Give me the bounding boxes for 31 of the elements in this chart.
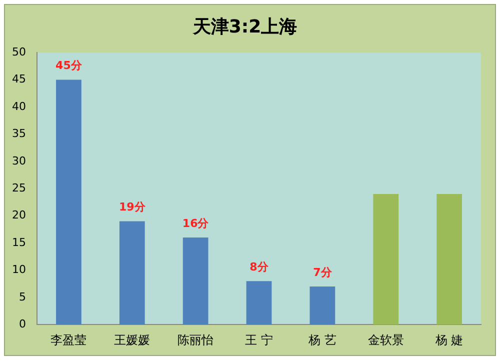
y-tick-label: 20 bbox=[12, 208, 26, 222]
x-tick-label: 杨 艺 bbox=[308, 332, 336, 347]
data-label: 16分 bbox=[182, 216, 210, 230]
x-tick-label: 李盈莹 bbox=[50, 332, 87, 347]
y-tick-label: 0 bbox=[18, 317, 26, 330]
y-tick-label: 40 bbox=[12, 100, 26, 113]
bar bbox=[373, 194, 399, 325]
y-tick-label: 45 bbox=[12, 72, 26, 86]
bar bbox=[182, 238, 208, 325]
y-tick-label: 30 bbox=[12, 154, 26, 168]
y-tick-label: 15 bbox=[12, 236, 26, 249]
x-tick-label: 金软景 bbox=[368, 332, 404, 347]
x-tick-label: 陈丽怡 bbox=[178, 332, 214, 347]
data-label: 45分 bbox=[56, 59, 83, 72]
bar bbox=[246, 281, 272, 325]
bar bbox=[436, 194, 462, 325]
y-tick-label: 5 bbox=[18, 290, 26, 304]
data-label: 7分 bbox=[313, 266, 333, 279]
bar bbox=[310, 286, 336, 325]
y-tick-label: 10 bbox=[12, 263, 26, 276]
y-tick-label: 25 bbox=[12, 181, 26, 194]
x-tick-label: 王媛媛 bbox=[114, 332, 150, 347]
chart-title: 天津3:2上海 bbox=[192, 16, 298, 38]
data-label: 19分 bbox=[118, 200, 146, 214]
bar bbox=[119, 221, 145, 325]
x-tick-label: 杨 婕 bbox=[434, 332, 464, 347]
data-label: 8分 bbox=[250, 260, 270, 274]
x-tick-label: 王 宁 bbox=[245, 332, 273, 347]
y-tick-label: 35 bbox=[12, 127, 26, 140]
bar bbox=[56, 80, 82, 325]
y-tick-label: 50 bbox=[12, 45, 26, 58]
